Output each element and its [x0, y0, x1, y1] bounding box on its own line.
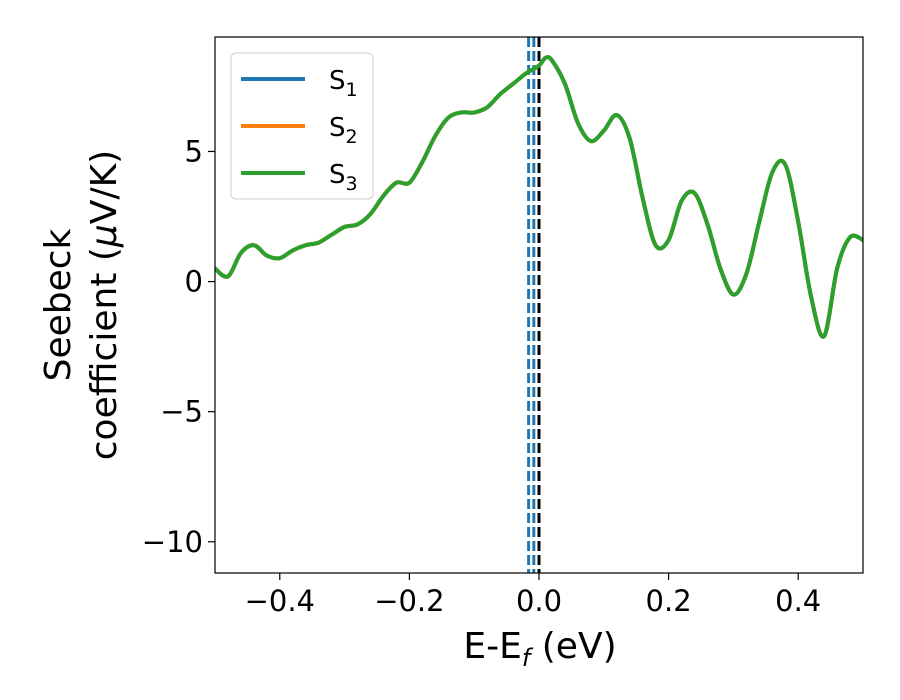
x-tick-label: 0.2	[646, 584, 692, 618]
x-tick-label: −0.4	[245, 584, 315, 618]
y-tick-label: −5	[160, 395, 203, 429]
legend: S1 S2 S3	[230, 52, 374, 200]
y-axis-label-line1: Seebeck	[38, 228, 79, 381]
y-axis-label-line2: coefficient (μV/K)	[84, 150, 125, 460]
x-tick-label: 0.0	[516, 584, 562, 618]
y-tick-label: 0	[185, 265, 203, 299]
legend-label-s2: S2	[329, 113, 358, 148]
x-axis-label: E-Ef (eV)	[463, 626, 616, 672]
y-tick-label: −10	[142, 525, 203, 559]
axes-frame	[214, 36, 864, 574]
x-tick-label: 0.4	[775, 584, 821, 618]
legend-label-s1: S1	[329, 66, 358, 101]
series-line-s3	[215, 55, 863, 339]
y-axis-label: Seebeck coefficient (μV/K)	[38, 150, 125, 460]
axis-ticks: −0.4 −0.2 0.0 0.2 0.4 −10 −5 0 5	[142, 134, 821, 618]
y-tick-label: 5	[185, 134, 203, 168]
plot-area	[215, 37, 863, 573]
legend-label-s3: S3	[329, 160, 358, 195]
x-tick-label: −0.2	[374, 584, 444, 618]
